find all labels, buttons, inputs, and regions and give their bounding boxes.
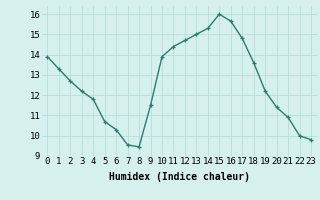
X-axis label: Humidex (Indice chaleur): Humidex (Indice chaleur): [109, 172, 250, 182]
